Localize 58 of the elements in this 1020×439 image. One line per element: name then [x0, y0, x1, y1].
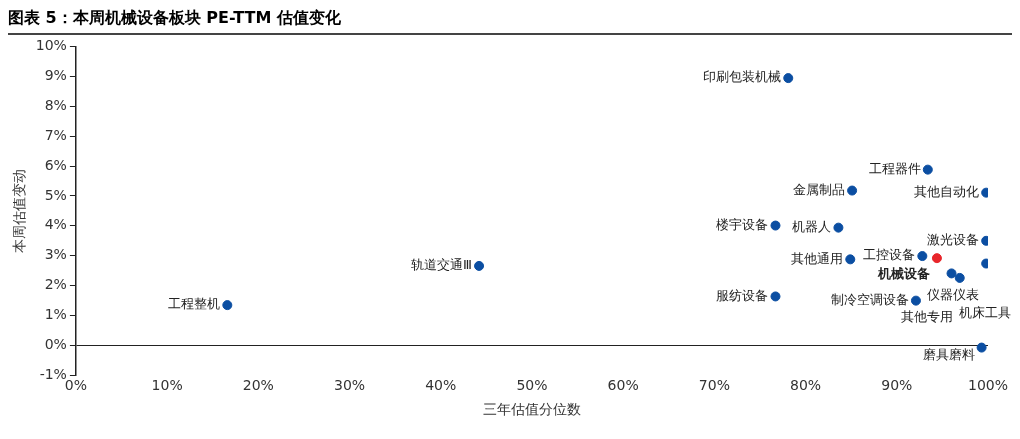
y-tick-label: 6% [44, 156, 67, 173]
x-tick-label: 20% [242, 377, 274, 394]
annotation: 印刷包装机械 [703, 69, 782, 85]
annotation: 其他通用 [791, 250, 844, 266]
y-tick-label: 4% [44, 216, 67, 233]
x-tick-label: 70% [698, 377, 730, 394]
annotation: 金属制品 [793, 181, 846, 197]
annotation: 工程器件 [868, 161, 921, 176]
y-tick-label: 2% [44, 276, 67, 293]
annotation: 服纺设备 [716, 287, 769, 303]
point [922, 164, 933, 175]
annotation: 机器人 [792, 219, 832, 235]
y-tick-label: 5% [44, 186, 67, 203]
point [770, 220, 781, 231]
x-tick-label: 60% [607, 377, 639, 394]
y-axis-title: 本周估值变动 [11, 168, 28, 253]
point [946, 268, 957, 279]
chart-title: 图表 5：本周机械设备板块 PE-TTM 估值变化 [8, 8, 1012, 35]
point [222, 300, 233, 311]
y-tick-label: -1% [39, 366, 67, 383]
annotation: 磨具磨料 [922, 346, 975, 362]
y-tick-label: 3% [44, 246, 67, 263]
y-tick-label: 1% [44, 306, 67, 323]
annotation: 工控设备 [863, 247, 916, 263]
series-label: 机械设备 [876, 265, 930, 281]
point [845, 254, 856, 265]
x-tick-label: 90% [881, 377, 913, 394]
x-tick-label: 40% [425, 377, 457, 394]
point [954, 272, 965, 283]
y-tick-label: 7% [44, 126, 67, 143]
point [976, 342, 987, 353]
y-tick-label: 8% [44, 96, 67, 113]
point [931, 253, 942, 264]
point [847, 185, 858, 196]
annotation: 楼宇设备 [716, 216, 769, 232]
point [770, 291, 781, 302]
x-tick-label: 30% [333, 377, 366, 394]
annotation: 轨道交通Ⅲ [411, 257, 473, 273]
point [474, 260, 485, 271]
x-axis-title: 三年估值分位数 [482, 401, 581, 418]
y-tick-label: 9% [44, 66, 67, 83]
annotation: 机床工具 [958, 304, 1011, 320]
annotation: 其他自动化 [914, 184, 980, 200]
annotation: 制冷空调设备 [830, 292, 909, 307]
point [917, 251, 928, 262]
x-tick-label: 100% [967, 377, 1009, 394]
point [783, 73, 794, 84]
x-tick-label: 80% [790, 377, 822, 394]
y-tick-label: 10% [35, 37, 67, 54]
x-tick-label: 50% [516, 377, 548, 394]
annotation: 仪器仪表 [927, 286, 980, 302]
y-tick-label: 0% [44, 336, 67, 353]
annotation: 其他专用 [900, 309, 953, 325]
point [833, 222, 844, 233]
x-tick-label: 10% [151, 377, 183, 394]
annotation: 激光设备 [927, 232, 980, 248]
point [910, 295, 921, 306]
annotation: 工程整机 [168, 296, 221, 312]
